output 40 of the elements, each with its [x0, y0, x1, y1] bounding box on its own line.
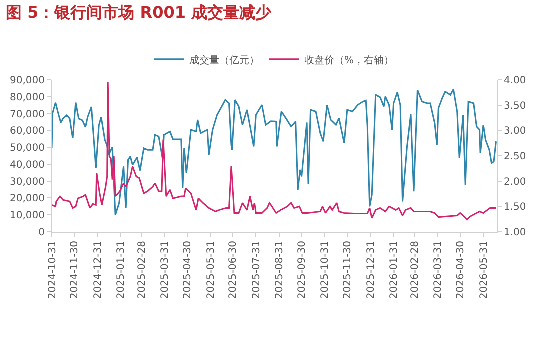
y-tick-label: 70,000 — [10, 109, 45, 120]
y-tick-label: 20,000 — [10, 194, 45, 205]
x-tick-label: 2024-11-30 — [70, 241, 81, 300]
y2-tick-label: 1.00 — [504, 228, 526, 238]
y2-tick-label: 3.50 — [504, 100, 526, 112]
legend-label: 收盘价（%，右轴） — [304, 54, 394, 66]
x-tick-label: 2026-05-31 — [478, 241, 490, 300]
x-tick-label: 2025-08-31 — [274, 241, 286, 300]
y2-tick-label: 3.00 — [504, 126, 526, 138]
x-tick-label: 2024-12-31 — [92, 241, 104, 300]
y-tick-label: 40,000 — [10, 160, 45, 171]
legend-label: 成交量（亿元） — [190, 54, 260, 66]
x-tick-label: 2024-10-31 — [47, 241, 58, 300]
chart-title: 图 5：银行间市场 R001 成交量减少 — [6, 3, 272, 24]
y2-tick-label: 2.50 — [504, 152, 526, 162]
x-tick-label: 2026-03-31 — [433, 241, 444, 300]
x-tick-label: 2025-02-28 — [137, 241, 148, 300]
x-tick-label: 2025-06-30 — [228, 241, 240, 300]
y-tick-label: 50,000 — [10, 143, 45, 154]
x-tick-label: 2025-01-31 — [116, 241, 128, 300]
x-tick-label: 2025-10-31 — [320, 241, 332, 300]
y-tick-label: 80,000 — [10, 92, 45, 104]
y2-tick-label: 2.00 — [504, 176, 526, 188]
y-tick-label: 90,000 — [10, 76, 45, 86]
x-tick-label: 2026-01-31 — [389, 241, 400, 300]
y-tick-label: 0 — [38, 228, 45, 238]
x-tick-label: 2025-07-31 — [251, 241, 262, 300]
y-tick-label: 30,000 — [10, 176, 45, 188]
x-tick-label: 2026-02-28 — [410, 241, 421, 300]
x-tick-label: 2025-09-30 — [297, 241, 308, 300]
y-tick-label: 60,000 — [10, 126, 45, 138]
y-tick-label: 10,000 — [10, 210, 45, 222]
x-tick-label: 2025-11-30 — [342, 241, 354, 300]
y2-tick-label: 4.00 — [504, 76, 526, 86]
x-tick-label: 2025-04-30 — [182, 241, 194, 300]
y2-tick-label: 1.50 — [504, 202, 526, 214]
x-tick-label: 2026-04-30 — [456, 241, 467, 300]
x-tick-label: 2025-03-31 — [160, 241, 172, 300]
x-tick-label: 2025-12-31 — [366, 241, 377, 300]
x-tick-label: 2025-05-31 — [206, 241, 217, 300]
